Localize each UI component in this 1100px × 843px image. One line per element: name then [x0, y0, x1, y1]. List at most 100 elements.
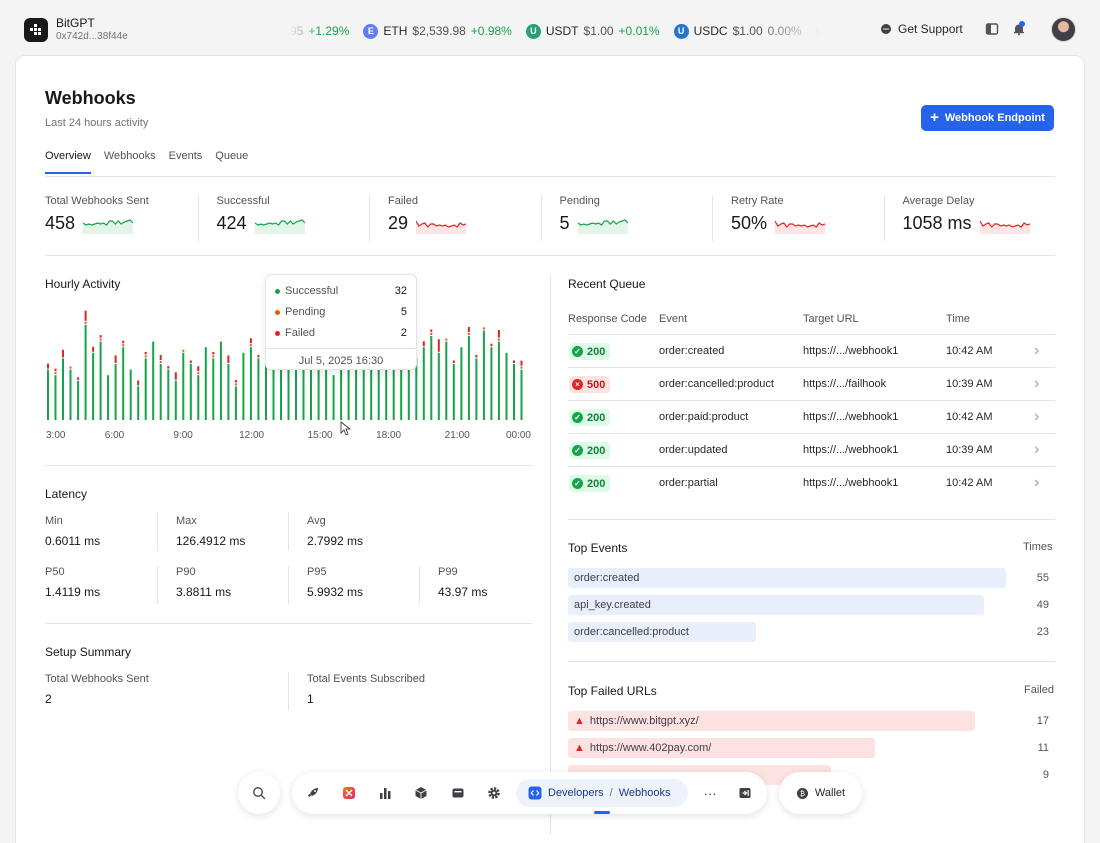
bar-failed: [137, 380, 140, 386]
table-row[interactable]: ✓ 200 order:partial https://.../webhook1 10:…: [568, 466, 1055, 499]
table-row[interactable]: ✓ 200 order:created https://.../webhook1 10:…: [568, 334, 1055, 367]
queue-col-target-url: Target URL: [803, 313, 859, 325]
check-circle-icon: ✓: [572, 445, 583, 456]
bar-failed: [249, 338, 252, 344]
breadcrumb-developers[interactable]: Developers: [548, 787, 604, 799]
event-count: 55: [1036, 572, 1049, 584]
bar-failed: [84, 310, 87, 321]
tab-bar: Overview Webhooks Events Queue: [45, 150, 248, 174]
response-code: 200: [587, 444, 606, 457]
bar-successful: [347, 336, 350, 420]
stat-label: Failed: [388, 195, 418, 207]
app-gradient-icon[interactable]: [342, 786, 356, 800]
pending-dot-icon: [275, 309, 280, 315]
ticker-item[interactable]: U USDC $1.00 0.00%: [673, 23, 802, 39]
ticker-item[interactable]: E ETH $2,539.98 +0.98%: [363, 23, 512, 39]
list-item[interactable]: api_key.created 49: [568, 595, 1055, 616]
status-badge: × 500: [569, 376, 611, 393]
ticker-item[interactable]: U USDT $1.00 +0.01%: [525, 23, 660, 39]
price-ticker: 95 +1.29% E ETH $2,539.98 +0.98% U USDT $1.00 +0.…: [290, 21, 820, 41]
chevron-right-icon[interactable]: ›: [1034, 408, 1040, 425]
bar-successful: [219, 341, 222, 420]
breadcrumb[interactable]: Developers / Webhooks: [516, 779, 688, 807]
wallet-button[interactable]: ₿ Wallet: [779, 772, 862, 814]
stat-sparkline: [979, 220, 1030, 234]
list-item[interactable]: order:cancelled:product 23: [568, 622, 1055, 643]
tab-webhooks[interactable]: Webhooks: [103, 150, 156, 162]
latency-title: Latency: [45, 487, 88, 501]
inbox-icon[interactable]: [451, 786, 465, 800]
stat-label: Total Webhooks Sent: [45, 195, 149, 207]
sparkline-area: [775, 220, 826, 234]
table-row[interactable]: ✓ 200 order:paid:product https://.../webhoo…: [568, 400, 1055, 433]
table-row[interactable]: × 500 order:cancelled:product https://.../f…: [568, 367, 1055, 400]
queue-col-time: Time: [946, 313, 971, 325]
gear-icon[interactable]: [487, 786, 501, 800]
ticker-item[interactable]: 95 +1.29%: [290, 24, 349, 38]
status-badge: ✓ 200: [569, 409, 611, 426]
tab-queue[interactable]: Queue: [215, 150, 249, 162]
chat-bubble-icon: [881, 24, 891, 34]
more-icon[interactable]: ···: [703, 785, 717, 801]
ticker-item[interactable]: BBNB: [815, 23, 820, 39]
failed-url: ▲ https://www.402pay.com/: [574, 742, 711, 754]
collapse-dock-icon[interactable]: [738, 786, 752, 800]
list-item[interactable]: ▲ https://www.bitgpt.xyz/17: [568, 711, 1055, 732]
chevron-right-icon[interactable]: ›: [1034, 441, 1040, 458]
dock-search-button[interactable]: [238, 772, 280, 814]
avatar[interactable]: [1051, 17, 1076, 42]
failed-url-text: https://www.402pay.com/: [589, 742, 712, 754]
chevron-right-icon[interactable]: ›: [1034, 375, 1040, 392]
list-item[interactable]: ▲ https://www.402pay.com/11: [568, 738, 1055, 759]
rocket-icon[interactable]: [306, 786, 320, 800]
bar-pending: [212, 355, 215, 358]
failed-dot-icon: [275, 330, 280, 336]
brand[interactable]: BitGPT 0x742d...38f44e: [24, 17, 128, 43]
usdc-icon: U: [673, 23, 689, 39]
stat-sparkline: [83, 218, 134, 234]
table-row[interactable]: ✓ 200 order:updated https://.../webhook1 10:…: [568, 433, 1055, 466]
add-webhook-endpoint-button[interactable]: + Webhook Endpoint: [921, 105, 1054, 131]
latency-value: 43.97 ms: [438, 585, 488, 599]
bottom-dock: Developers / Webhooks ··· ₿ Wallet: [0, 772, 1100, 818]
response-code: 200: [587, 345, 606, 358]
event-name: order:paid:product: [659, 411, 749, 423]
latency-value: 3.8811 ms: [176, 585, 232, 599]
bar-pending: [445, 338, 448, 341]
bar-successful: [167, 369, 170, 420]
stat-row: 50%: [731, 213, 884, 234]
target-url: https://.../webhook1: [803, 444, 899, 456]
error-circle-icon: ×: [572, 379, 583, 390]
tab-overview[interactable]: Overview: [45, 150, 91, 174]
app-name: BitGPT: [56, 16, 95, 30]
list-item[interactable]: order:created 55: [568, 568, 1055, 589]
bar-failed: [212, 351, 215, 355]
bar-pending: [84, 321, 87, 324]
bar-chart-icon[interactable]: [378, 786, 392, 800]
bar-successful: [69, 369, 72, 420]
breadcrumb-webhooks[interactable]: Webhooks: [618, 787, 671, 799]
status-badge: ✓ 200: [569, 343, 611, 360]
time: 10:42 AM: [946, 477, 993, 489]
failed-url-bar: [568, 711, 976, 731]
tab-events[interactable]: Events: [168, 150, 203, 162]
setup-label: Total Events Subscribed: [307, 673, 426, 685]
sparkline-area: [979, 220, 1030, 234]
bar-successful: [234, 386, 237, 420]
chevron-right-icon[interactable]: ›: [1034, 342, 1040, 359]
bar-successful: [295, 347, 297, 420]
bar-pending: [182, 349, 185, 352]
event-name: api_key.created: [574, 599, 651, 611]
queue-bottom-divider: [568, 519, 1055, 520]
cube-icon[interactable]: [414, 786, 428, 800]
failed-count: 9: [1042, 769, 1049, 781]
chevron-right-icon[interactable]: ›: [1034, 474, 1040, 491]
successful-dot-icon: [275, 288, 280, 294]
ticker-price: $1.00: [583, 24, 614, 38]
bar-failed: [437, 339, 440, 352]
bar-successful: [407, 369, 410, 420]
top-events-col-times: Times: [1023, 541, 1053, 553]
get-support-button[interactable]: Get Support: [880, 22, 963, 36]
sidebar-toggle-icon[interactable]: [985, 22, 999, 36]
latency-label: P50: [45, 566, 65, 578]
